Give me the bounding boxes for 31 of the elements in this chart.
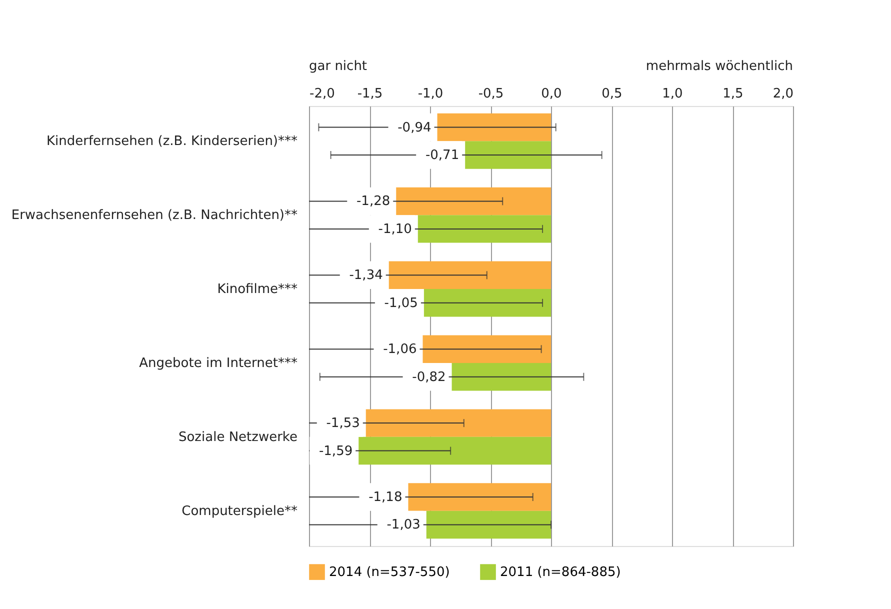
y-tick-label: Computerspiele** [182, 504, 298, 519]
y-tick-label: Soziale Netzwerke [178, 430, 298, 445]
x-tick-label: -1,0 [418, 86, 444, 102]
x-tick-label: -0,5 [478, 86, 504, 102]
x-tick-label: 1,5 [722, 86, 744, 102]
text: mehrmals wöchentlich [646, 59, 793, 74]
data-label: -1,34 [349, 268, 383, 284]
data-label: -1,10 [378, 222, 412, 237]
x-tick-label: -1,5 [357, 86, 383, 102]
data-label: -1,03 [386, 518, 420, 533]
data-label: -1,59 [318, 444, 353, 459]
x-tick-label: 2,0 [772, 86, 794, 102]
x-tick-label: -2,0 [310, 86, 335, 102]
data-label: -0,94 [398, 120, 432, 136]
text: gar nicht [309, 59, 368, 74]
data-label: -1,53 [326, 416, 360, 432]
legend-label: 2011 (n=864-885) [500, 565, 621, 580]
x-tick-label: 0,5 [602, 86, 622, 102]
data-label: -1,06 [383, 342, 417, 358]
y-tick-label: Erwachsenenfernsehen (z.B. Nachrichten)** [11, 208, 298, 224]
data-label: -0,82 [412, 370, 446, 385]
y-tick-label: Kinderfernsehen (z.B. Kinderserien)*** [46, 134, 298, 150]
y-tick-label: Kinofilme*** [217, 282, 298, 298]
legend-label: 2014 (n=537-550) [329, 565, 450, 580]
x-tick-label: 0,0 [541, 86, 562, 102]
data-label: -0,71 [425, 148, 460, 163]
data-label: -1,18 [368, 490, 402, 506]
data-label: -1,05 [384, 296, 418, 311]
data-label: -1,28 [356, 194, 390, 210]
x-tick-label: 1,0 [662, 86, 683, 102]
y-tick-label: Angebote im Internet*** [139, 356, 298, 371]
